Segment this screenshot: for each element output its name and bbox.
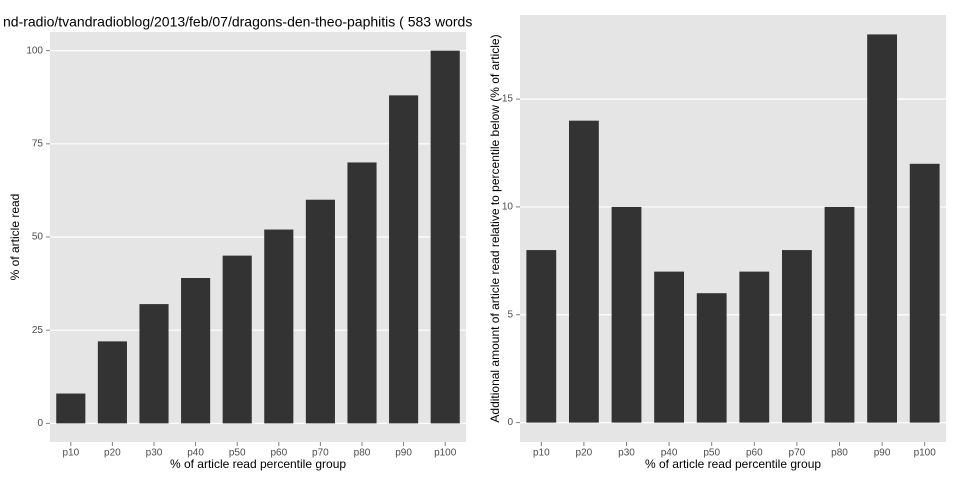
y-tick-label: 15 [502, 94, 514, 105]
y-tick-label: 100 [26, 45, 43, 56]
bar [781, 250, 812, 423]
bar [654, 271, 685, 423]
bar [347, 162, 377, 424]
y-axis-label: % of article read [8, 194, 22, 281]
x-tick-label: p10 [533, 448, 550, 459]
x-tick-label: p20 [104, 448, 121, 459]
bar [526, 250, 557, 423]
x-tick-label: p70 [312, 448, 329, 459]
y-tick-label: 50 [32, 232, 44, 243]
y-tick-label: 5 [507, 309, 513, 320]
bar [181, 278, 211, 424]
x-tick-label: p70 [789, 448, 806, 459]
x-tick-label: p90 [395, 448, 412, 459]
bar [611, 206, 642, 423]
bar [568, 120, 599, 423]
x-tick-label: p40 [187, 448, 204, 459]
chart-title: nd-radio/tvandradioblog/2013/feb/07/drag… [3, 14, 472, 30]
x-tick-label: p30 [618, 448, 635, 459]
y-axis-label: Additional amount of article read relati… [488, 34, 502, 422]
x-tick-label: p90 [874, 448, 891, 459]
y-tick-label: 75 [32, 138, 44, 149]
x-tick-label: p100 [914, 448, 937, 459]
bar [739, 271, 770, 423]
x-tick-label: p40 [661, 448, 678, 459]
x-tick-label: p80 [831, 448, 848, 459]
bar [430, 50, 460, 424]
bar [56, 393, 86, 424]
x-tick-label: p100 [434, 448, 457, 459]
x-tick-label: p60 [746, 448, 763, 459]
y-tick-label: 0 [37, 418, 43, 429]
x-tick-label: p20 [576, 448, 593, 459]
bar [97, 341, 127, 424]
bar [389, 95, 419, 424]
x-tick-label: p50 [229, 448, 246, 459]
x-tick-label: p80 [354, 448, 371, 459]
bar [222, 255, 252, 424]
x-axis-label: % of article read percentile group [170, 457, 346, 471]
x-tick-label: p30 [146, 448, 163, 459]
y-tick-label: 0 [507, 417, 513, 428]
bar [824, 206, 855, 423]
x-tick-label: p10 [62, 448, 79, 459]
bar [264, 229, 294, 424]
bar [909, 163, 940, 423]
bar [867, 34, 898, 423]
x-tick-label: p60 [270, 448, 287, 459]
y-tick-label: 25 [32, 325, 44, 336]
x-axis-label: % of article read percentile group [645, 457, 821, 471]
x-tick-label: p50 [703, 448, 720, 459]
bar [139, 304, 169, 424]
y-tick-label: 10 [502, 202, 514, 213]
bar [696, 293, 727, 423]
bar [305, 199, 335, 424]
